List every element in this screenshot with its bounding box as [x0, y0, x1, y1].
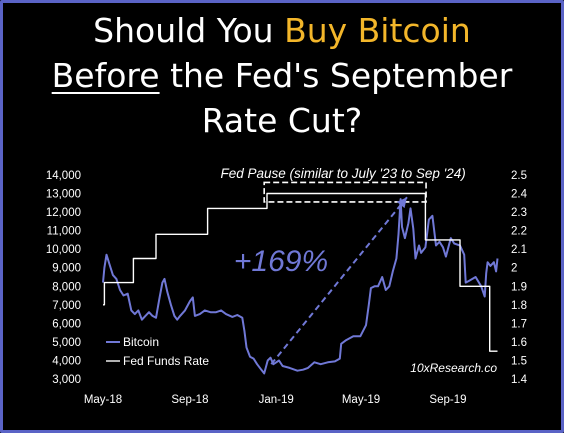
- headline-line-1: Should You Buy Bitcoin: [3, 11, 561, 51]
- right-tick-label: 1.7: [511, 318, 527, 330]
- x-tick-label: Jan-19: [259, 394, 294, 406]
- bitcoin-series-line: [102, 198, 499, 375]
- right-tick-label: 1.5: [511, 355, 527, 367]
- right-tick-label: 1.9: [511, 281, 527, 293]
- source-label: 10xResearch.co: [410, 361, 497, 375]
- gain-annotation: +169%: [234, 245, 328, 278]
- left-tick-label: 8,000: [52, 281, 81, 293]
- left-tick-label: 4,000: [52, 355, 81, 367]
- headline-highlight: Buy Bitcoin: [284, 11, 471, 50]
- left-tick-label: 7,000: [52, 300, 81, 312]
- left-tick-label: 5,000: [52, 337, 81, 349]
- x-tick-label: Sep-18: [171, 394, 208, 406]
- right-tick-label: 2.1: [511, 244, 527, 256]
- annotation-layer: Fed Pause (similar to July '23 to Sep '2…: [220, 166, 497, 375]
- series-layer: [102, 192, 499, 375]
- left-tick-label: 9,000: [52, 263, 81, 275]
- left-tick-label: 6,000: [52, 318, 81, 330]
- left-tick-label: 14,000: [46, 170, 81, 182]
- fed-pause-annotation: Fed Pause (similar to July '23 to Sep '2…: [220, 166, 465, 181]
- left-tick-label: 12,000: [46, 207, 81, 219]
- right-tick-label: 2.3: [511, 207, 527, 219]
- gain-arrow-line: [270, 196, 408, 365]
- headline-line-2: Before the Fed's September: [3, 56, 561, 96]
- right-tick-label: 2.4: [511, 189, 528, 201]
- right-tick-label: 1.4: [511, 374, 528, 386]
- x-tick-label: May-18: [84, 394, 122, 406]
- bitcoin-fed-chart: 3,000 4,000 5,000 6,000 7,000 8,000 9,000 10,00…: [46, 166, 528, 406]
- headline-text-3: Rate Cut?: [201, 101, 363, 140]
- legend: Bitcoin Fed Funds Rate: [106, 335, 209, 368]
- legend-fed-label: Fed Funds Rate: [123, 354, 209, 368]
- right-tick-label: 2.5: [511, 170, 527, 182]
- right-tick-label: 1.6: [511, 337, 527, 349]
- left-tick-label: 13,000: [46, 189, 81, 201]
- legend-bitcoin-label: Bitcoin: [123, 335, 159, 349]
- left-tick-label: 10,000: [46, 244, 81, 256]
- right-tick-label: 1.8: [511, 300, 527, 312]
- right-axis: 1.4 1.5 1.6 1.7 1.8 1.9 2 2.1 2.2 2.3 2.4 2.5: [511, 170, 528, 386]
- left-tick-label: 11,000: [47, 226, 81, 238]
- headline-text-2b: the Fed's September: [159, 56, 513, 95]
- headline-emphasis: Before: [51, 56, 160, 95]
- right-tick-label: 2.2: [511, 226, 527, 238]
- gain-arrow-head: [396, 197, 407, 209]
- headline-line-3: Rate Cut?: [3, 101, 561, 141]
- x-tick-label: Sep-19: [429, 394, 466, 406]
- x-axis: May-18 Sep-18 Jan-19 May-19 Sep-19: [84, 394, 467, 406]
- x-tick-label: May-19: [342, 394, 380, 406]
- fed-funds-rate-line: [103, 192, 498, 352]
- left-tick-label: 3,000: [52, 374, 81, 386]
- fed-pause-box: [263, 181, 427, 203]
- right-tick-label: 2: [511, 263, 517, 275]
- headline-text-1a: Should You: [93, 11, 285, 50]
- left-axis: 3,000 4,000 5,000 6,000 7,000 8,000 9,000 10,00…: [46, 170, 81, 386]
